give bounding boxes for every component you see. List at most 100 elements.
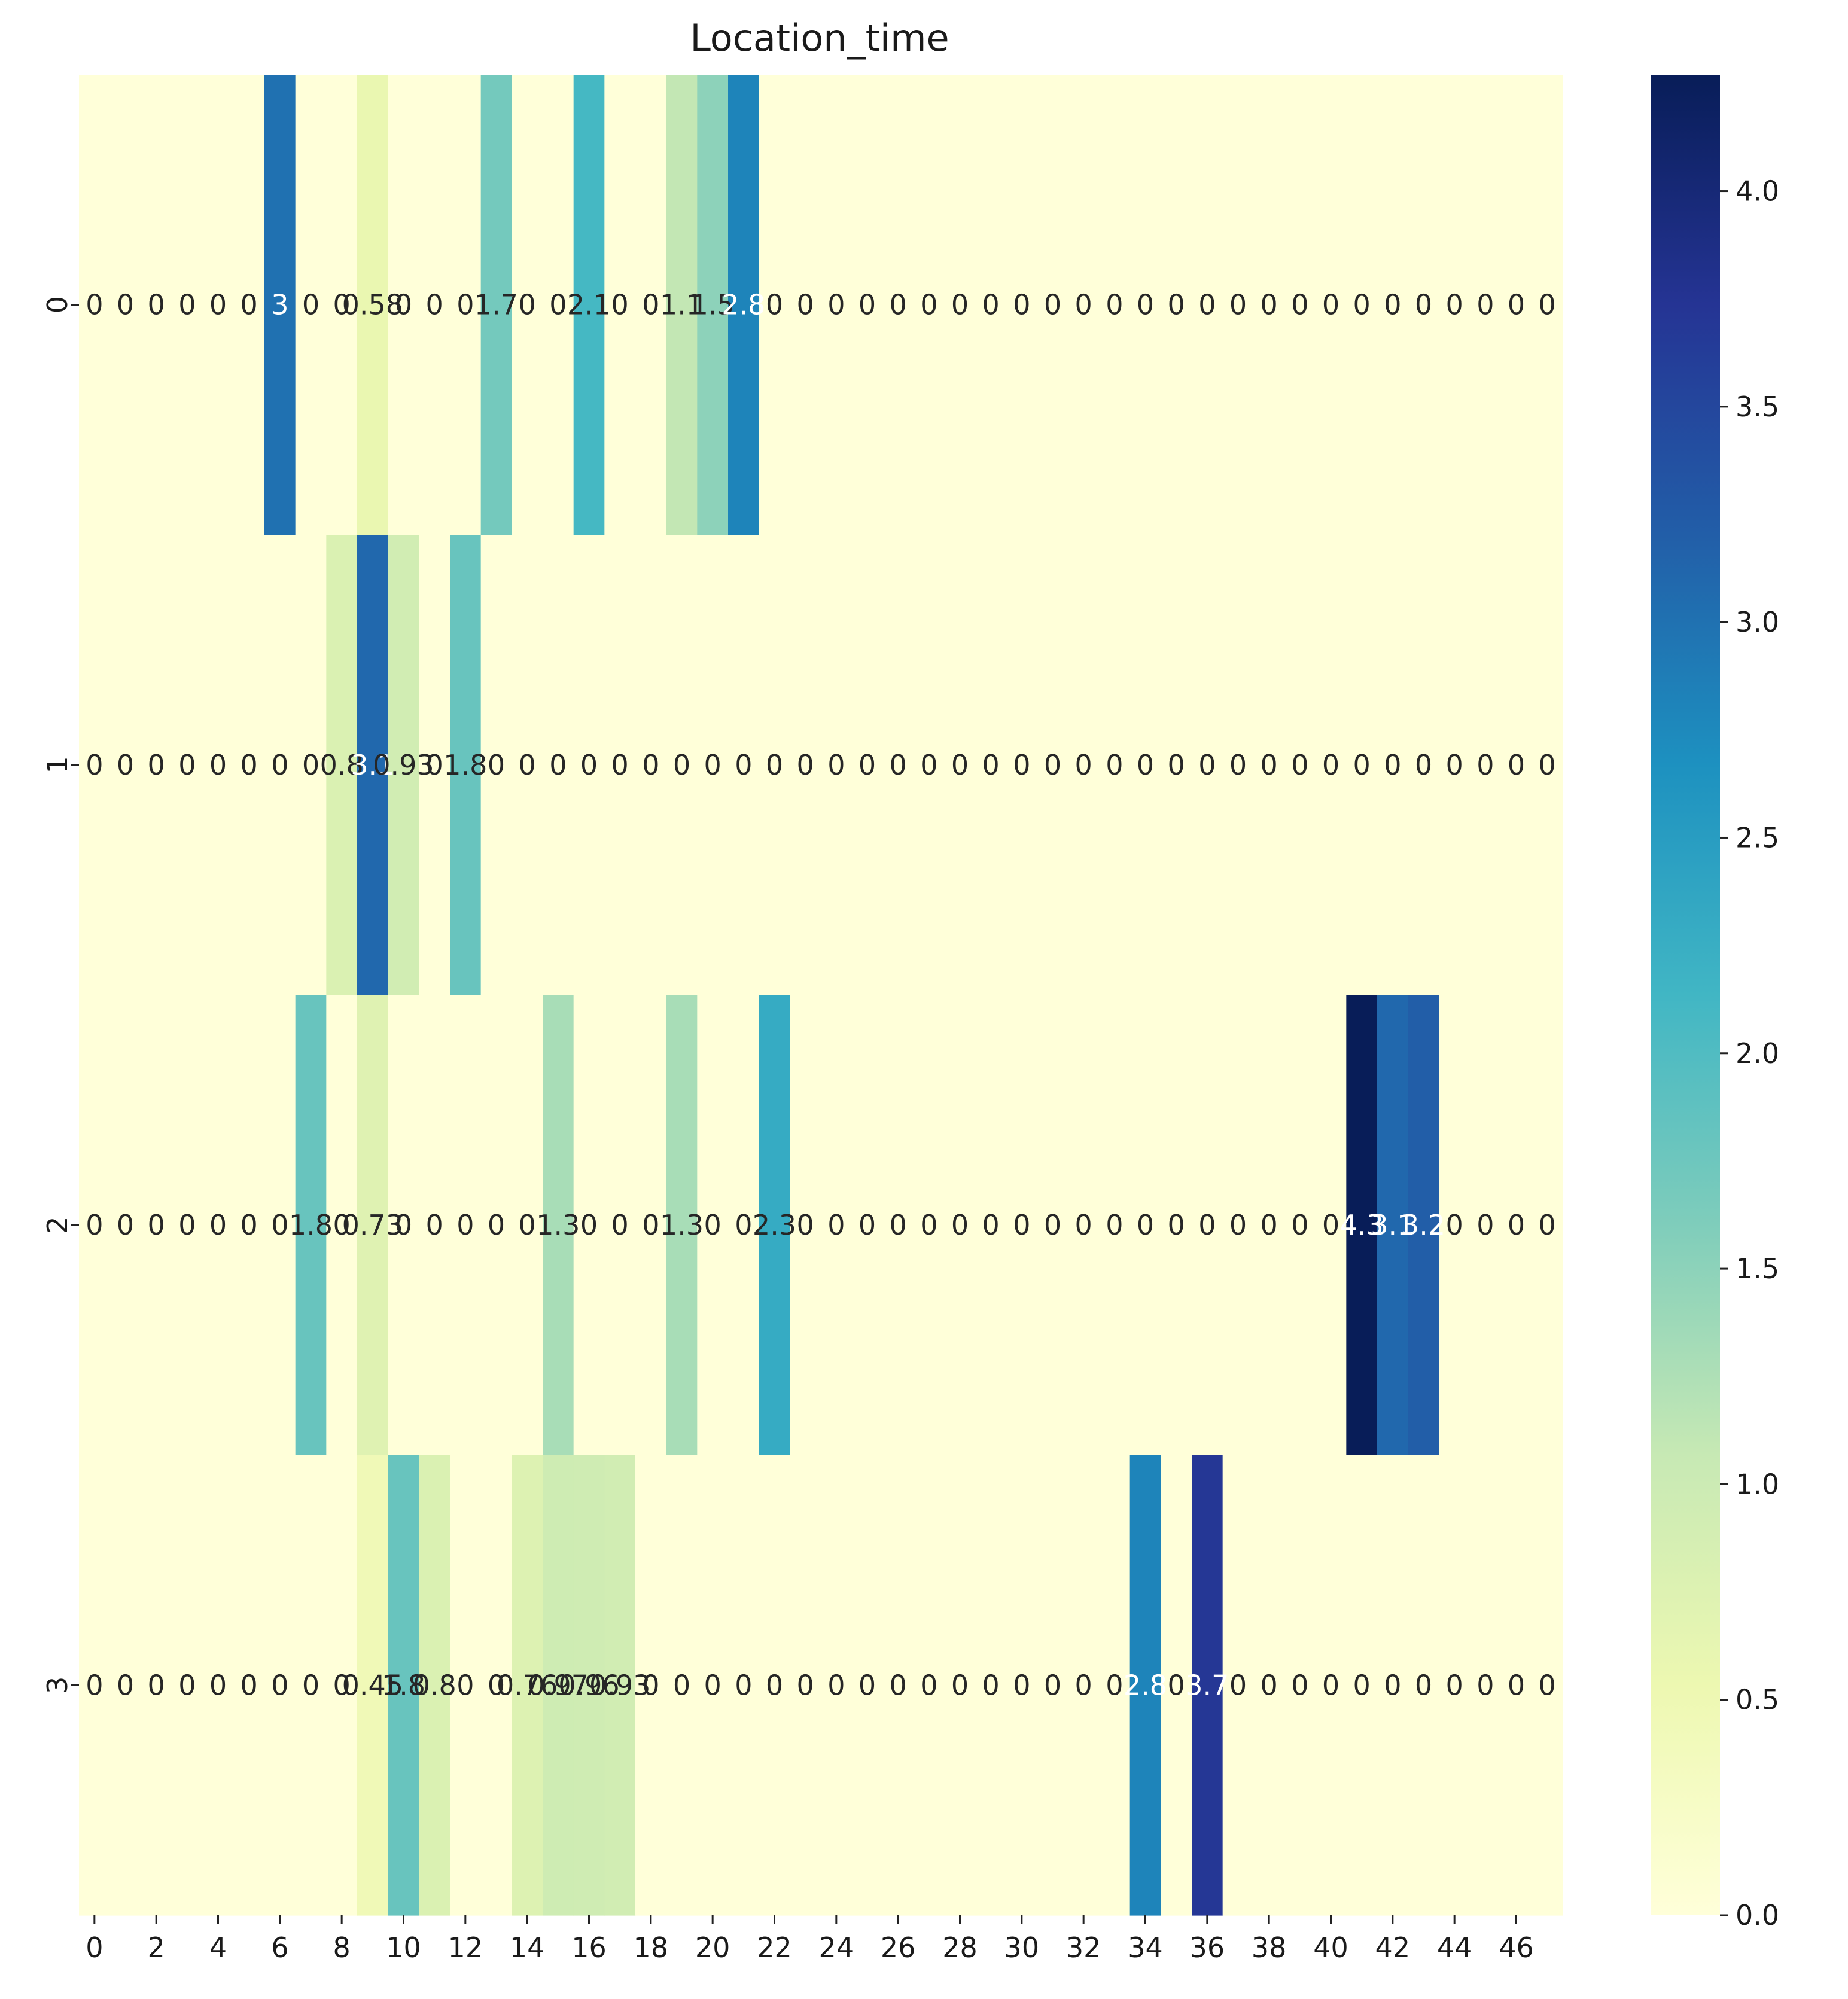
- heatmap-cell: [1192, 995, 1223, 1456]
- heatmap-cell: [1439, 995, 1471, 1456]
- heatmap-cell: [1377, 1455, 1409, 1916]
- cell-value-label: 0: [1106, 289, 1123, 321]
- cell-value-label: 0: [1075, 1669, 1092, 1701]
- heatmap-cell: [1470, 75, 1502, 535]
- x-tick-label: 28: [942, 1931, 978, 1964]
- heatmap-cell: [1161, 75, 1192, 535]
- cell-value-label: 0: [148, 749, 165, 781]
- cell-value-label: 0: [1013, 289, 1030, 321]
- heatmap-cell: [1500, 75, 1532, 535]
- cell-value-label: 2.8: [721, 289, 765, 321]
- cell-value-label: 0: [271, 749, 288, 781]
- cell-value-label: 1.8: [382, 1669, 425, 1701]
- cell-value-label: 0: [240, 1669, 258, 1701]
- cell-value-label: 0: [673, 1669, 690, 1701]
- cell-value-label: 0.93: [589, 1669, 650, 1701]
- heatmap-cell: [141, 995, 172, 1456]
- heatmap-cell: [1129, 75, 1161, 535]
- cell-value-label: 0: [1415, 1669, 1432, 1701]
- cell-value-label: 0: [178, 289, 196, 321]
- heatmap-cell: [388, 535, 419, 996]
- y-tick-label: 2: [41, 1216, 74, 1233]
- cell-value-label: 0: [1384, 289, 1401, 321]
- heatmap-cell: [295, 1455, 327, 1916]
- heatmap-cell: [1408, 75, 1439, 535]
- cell-value-label: 0: [519, 289, 536, 321]
- cell-value-label: 0: [827, 749, 845, 781]
- heatmap-cell: [233, 1455, 265, 1916]
- cell-value-label: 0: [1322, 289, 1339, 321]
- heatmap-cell: [172, 1455, 203, 1916]
- heatmap-cell: [1346, 1455, 1378, 1916]
- heatmap-cell: [419, 535, 450, 996]
- heatmap-cell: [1099, 535, 1131, 996]
- heatmap-cell: [1006, 995, 1038, 1456]
- heatmap-cell: [1532, 75, 1563, 535]
- heatmap-cell: [975, 535, 1007, 996]
- heatmap-cell: [1346, 75, 1378, 535]
- heatmap-cell: [1470, 995, 1502, 1456]
- cell-value-label: 0: [1539, 1669, 1556, 1701]
- cell-value-label: 0: [1044, 1669, 1061, 1701]
- heatmap-cell: [1470, 535, 1502, 996]
- cell-value-label: 0: [1168, 749, 1185, 781]
- cell-value-label: 1.5: [691, 289, 735, 321]
- cell-value-label: 0: [1137, 1209, 1154, 1241]
- heatmap-cell: [697, 995, 729, 1456]
- heatmap-cell: [790, 995, 821, 1456]
- cell-value-label: 0: [951, 749, 969, 781]
- heatmap-cell: [450, 995, 482, 1456]
- cell-value-label: 0: [580, 1209, 598, 1241]
- heatmap-cell: [821, 75, 853, 535]
- cell-value-label: 0: [209, 749, 227, 781]
- heatmap-cell: [233, 995, 265, 1456]
- heatmap-cell: [419, 1455, 450, 1916]
- cell-value-label: 0.73: [342, 1209, 403, 1241]
- cell-value-label: 3.1: [1371, 1209, 1414, 1241]
- heatmap-cell: [1161, 535, 1192, 996]
- heatmap-cell: [1439, 75, 1471, 535]
- cell-value-label: 0: [1137, 289, 1154, 321]
- heatmap-cell: [326, 995, 358, 1456]
- cell-value-label: 3.2: [1402, 1209, 1445, 1241]
- cell-value-label: 0.45: [342, 1669, 403, 1701]
- heatmap-cell: [1222, 75, 1254, 535]
- heatmap-cell: [573, 995, 605, 1456]
- heatmap-cell: [759, 1455, 790, 1916]
- cell-value-label: 0: [1044, 749, 1061, 781]
- cell-value-label: 0: [456, 289, 474, 321]
- heatmap-cell: [1037, 535, 1068, 996]
- cell-value-label: 0: [735, 1669, 752, 1701]
- x-tick-label: 16: [571, 1931, 607, 1964]
- heatmap-cell: [975, 1455, 1007, 1916]
- heatmap-cell: [573, 535, 605, 996]
- cell-value-label: 0: [1539, 749, 1556, 781]
- heatmap-cell: [1099, 995, 1131, 1456]
- cell-value-label: 0: [1476, 749, 1494, 781]
- heatmap-cell: [1037, 75, 1068, 535]
- cell-value-label: 0: [117, 1209, 134, 1241]
- cell-value-label: 0: [1415, 289, 1432, 321]
- heatmap-cell: [264, 1455, 296, 1916]
- cell-value-label: 0: [1476, 1209, 1494, 1241]
- heatmap-cell: [1532, 995, 1563, 1456]
- cell-value-label: 0: [642, 289, 659, 321]
- cell-value-label: 0: [1075, 289, 1092, 321]
- x-tick-label: 40: [1313, 1931, 1348, 1964]
- x-axis: 0 2 4 6 8 10 12 14 16 18 20 22 24 26 28 30 32 34 36 38 40 42 4…: [86, 1915, 1534, 1964]
- heatmap-cell: [512, 75, 543, 535]
- heatmap-cell: [1439, 535, 1471, 996]
- cell-value-label: 0: [488, 749, 505, 781]
- cell-value-label: 0.58: [342, 289, 403, 321]
- cell-value-label: 0: [1476, 289, 1494, 321]
- y-tick-label: 0: [41, 296, 74, 313]
- heatmap-cell: [388, 1455, 419, 1916]
- heatmap-cell: [851, 1455, 883, 1916]
- heatmap-cell: [172, 995, 203, 1456]
- cell-value-label: 0: [982, 749, 1000, 781]
- cell-value-label: 0: [1539, 1209, 1556, 1241]
- cell-value-label: 0: [1508, 749, 1525, 781]
- cell-value-label: 0: [1446, 1209, 1463, 1241]
- x-tick-label: 38: [1252, 1931, 1287, 1964]
- cell-value-label: 0: [1446, 749, 1463, 781]
